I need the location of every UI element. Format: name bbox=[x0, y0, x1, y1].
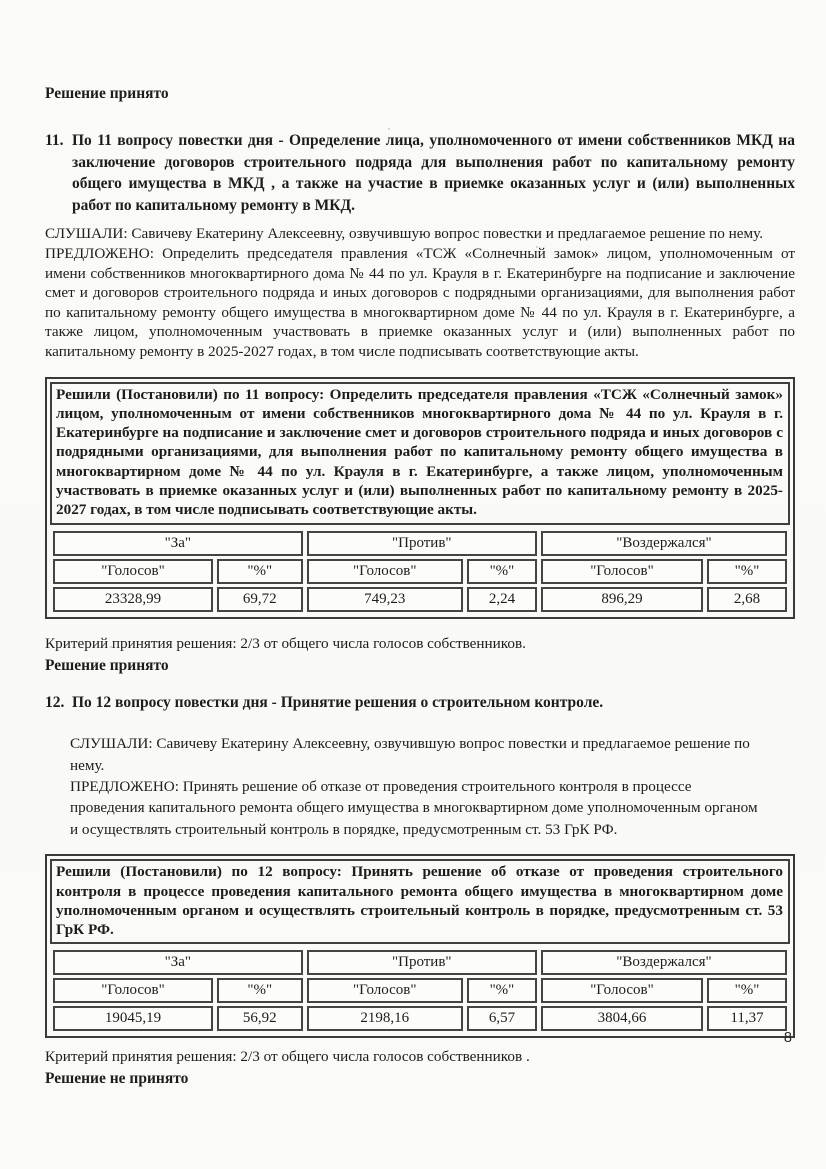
vote-subheader-votes: "Голосов" bbox=[540, 978, 703, 1004]
vote-group-header-row: "За" "Против" "Воздержался" bbox=[53, 530, 787, 556]
vote-subheader-percent: "%" bbox=[706, 558, 787, 584]
criterion-text-11: Критерий принятия решения: 2/3 от общего… bbox=[45, 634, 526, 652]
vote-value-abstained-votes: 3804,66 bbox=[540, 1006, 703, 1032]
vote-value-for-votes: 19045,19 bbox=[53, 1006, 213, 1032]
vote-value-against-votes: 749,23 bbox=[306, 586, 463, 612]
vote-group-abstained: "Воздержался" bbox=[540, 530, 787, 556]
vote-value-abstained-votes: 896,29 bbox=[540, 586, 703, 612]
vote-group-against: "Против" bbox=[306, 530, 537, 556]
vote-values-row: 19045,19 56,92 2198,16 6,57 3804,66 11,3… bbox=[53, 1006, 787, 1032]
vote-table-11: "За" "Против" "Воздержался" "Голосов" "%… bbox=[49, 528, 791, 615]
vote-subheader-votes: "Голосов" bbox=[53, 558, 213, 584]
scan-speck bbox=[388, 128, 390, 130]
scan-speck bbox=[500, 1015, 502, 1017]
vote-subheader-votes: "Голосов" bbox=[306, 978, 463, 1004]
vote-subheader-percent: "%" bbox=[466, 978, 537, 1004]
resolution-text-12: Решили (Постановили) по 12 вопросу: Прин… bbox=[50, 859, 790, 945]
decision-status-12: Решение не принято bbox=[45, 1070, 189, 1088]
question-12-discussion: СЛУШАЛИ: Савичеву Екатерину Алексеевну, … bbox=[70, 733, 762, 840]
prev-decision-status: Решение принято bbox=[45, 85, 169, 102]
vote-subheader-votes: "Голосов" bbox=[540, 558, 703, 584]
question-11-number: 11. bbox=[45, 132, 64, 149]
vote-subheader-votes: "Голосов" bbox=[306, 558, 463, 584]
criterion-text-12: Критерий принятия решения: 2/3 от общего… bbox=[45, 1048, 530, 1066]
vote-group-against: "Против" bbox=[306, 950, 537, 976]
proposed-paragraph: ПРЕДЛОЖЕНО: Принять решение об отказе от… bbox=[70, 778, 758, 838]
question-12-number: 12. bbox=[45, 693, 65, 711]
vote-value-abstained-percent: 2,68 bbox=[706, 586, 787, 612]
vote-table-12: "За" "Против" "Воздержался" "Голосов" "%… bbox=[49, 947, 791, 1034]
scan-speck bbox=[110, 646, 112, 648]
question-12-title: По 12 вопросу повестки дня - Принятие ре… bbox=[72, 693, 604, 711]
resolution-text-11: Решили (Постановили) по 11 вопросу: Опре… bbox=[50, 381, 790, 525]
resolution-box-11: Решили (Постановили) по 11 вопросу: Опре… bbox=[45, 376, 795, 619]
resolution-box-12: Решили (Постановили) по 12 вопросу: Прин… bbox=[45, 854, 795, 1039]
vote-subheader-row: "Голосов" "%" "Голосов" "%" "Голосов" "%… bbox=[53, 558, 787, 584]
vote-subheader-percent: "%" bbox=[216, 978, 303, 1004]
question-11-heading: 11. По 11 вопросу повестки дня - Определ… bbox=[45, 130, 795, 216]
vote-subheader-votes: "Голосов" bbox=[53, 978, 213, 1004]
vote-value-against-percent: 6,57 bbox=[466, 1006, 537, 1032]
vote-value-against-percent: 2,24 bbox=[466, 586, 537, 612]
question-12-heading: 12. По 12 вопросу повестки дня - Приняти… bbox=[45, 692, 795, 714]
scan-speck bbox=[536, 246, 538, 248]
heard-paragraph: СЛУШАЛИ: Савичеву Екатерину Алексеевну, … bbox=[70, 735, 750, 774]
scan-speck bbox=[168, 165, 170, 167]
vote-value-for-percent: 69,72 bbox=[216, 586, 303, 612]
vote-value-for-percent: 56,92 bbox=[216, 1006, 303, 1032]
page-number: 8 bbox=[783, 1030, 792, 1046]
question-11-title: По 11 вопросу повестки дня - Определение… bbox=[72, 132, 795, 214]
decision-status-11: Решение принято bbox=[45, 656, 169, 674]
vote-subheader-row: "Голосов" "%" "Голосов" "%" "Голосов" "%… bbox=[53, 978, 787, 1004]
heard-paragraph: СЛУШАЛИ: Савичеву Екатерину Алексеевну, … bbox=[45, 225, 764, 243]
vote-value-against-votes: 2198,16 bbox=[306, 1006, 463, 1032]
vote-group-abstained: "Воздержался" bbox=[540, 950, 787, 976]
vote-subheader-percent: "%" bbox=[216, 558, 303, 584]
vote-group-for: "За" bbox=[53, 530, 303, 556]
question-11-discussion: СЛУШАЛИ: Савичеву Екатерину Алексеевну, … bbox=[45, 224, 795, 361]
vote-group-header-row: "За" "Против" "Воздержался" bbox=[53, 950, 787, 976]
vote-values-row: 23328,99 69,72 749,23 2,24 896,29 2,68 bbox=[53, 586, 787, 612]
vote-value-abstained-percent: 11,37 bbox=[706, 1006, 787, 1032]
vote-subheader-percent: "%" bbox=[466, 558, 537, 584]
vote-value-for-votes: 23328,99 bbox=[53, 586, 213, 612]
proposed-paragraph: ПРЕДЛОЖЕНО: Определить председателя прав… bbox=[45, 244, 795, 360]
vote-subheader-percent: "%" bbox=[706, 978, 787, 1004]
vote-group-for: "За" bbox=[53, 950, 303, 976]
